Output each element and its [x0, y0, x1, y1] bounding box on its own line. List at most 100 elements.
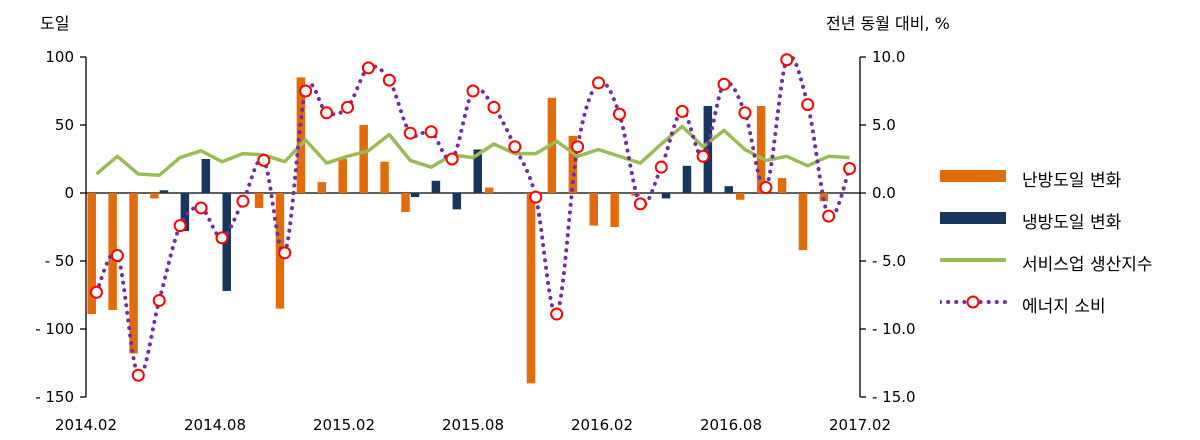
bar-heating — [254, 193, 264, 208]
legend-swatch-energy — [940, 295, 1008, 309]
legend-label-energy: 에너지 소비 — [1022, 297, 1106, 317]
left-axis-title: 도일 — [40, 14, 70, 33]
bar-heating — [359, 125, 368, 193]
right-tick-label: 5.0 — [872, 116, 896, 134]
legend-swatch-cooling — [940, 212, 1006, 224]
energy-point — [843, 162, 857, 176]
x-axis: 2014.02 2014.08 2015.02 2015.08 2016.02 2016.… — [55, 192, 891, 434]
energy-point — [654, 160, 668, 174]
energy-point — [801, 98, 815, 112]
energy-point — [696, 149, 710, 163]
energy-point — [194, 201, 208, 215]
bar-heating — [150, 193, 159, 199]
right-tick-label: - 10.0 — [872, 320, 916, 338]
bar-cooling — [410, 193, 420, 198]
bar-heating — [317, 182, 327, 193]
energy-point — [89, 285, 103, 299]
lines-layer — [89, 53, 857, 382]
right-tick-label: 0.0 — [872, 184, 896, 202]
energy-point — [759, 181, 773, 195]
bar-cooling — [159, 190, 169, 193]
bar-heating — [756, 105, 766, 193]
energy-point — [152, 293, 166, 307]
energy-point — [110, 249, 124, 263]
energy-point — [675, 104, 689, 118]
energy-point — [445, 152, 459, 166]
bar-heating — [568, 135, 578, 193]
right-axis-title: 전년 동월 대비, % — [826, 14, 950, 33]
bars-layer — [87, 77, 829, 384]
x-tick-label: 2015.02 — [313, 416, 375, 434]
bar-heating — [87, 193, 96, 315]
bar-heating — [129, 193, 138, 354]
energy-point — [173, 219, 187, 233]
legend-label-services: 서비스업 생산지수 — [1022, 255, 1153, 275]
energy-point — [403, 126, 417, 140]
bar-cooling — [682, 165, 692, 193]
right-tick-label: 10.0 — [872, 48, 905, 66]
left-tick-label: - 50 — [45, 252, 74, 270]
energy-point — [278, 246, 292, 260]
energy-point — [236, 194, 250, 208]
energy-point — [340, 100, 354, 114]
energy-line — [94, 54, 852, 378]
x-tick-label: 2016.08 — [700, 416, 762, 434]
bar-cooling — [473, 149, 482, 193]
bar-heating — [401, 193, 410, 213]
legend-swatch-heating — [940, 170, 1006, 182]
bar-heating — [484, 187, 494, 193]
energy-point — [131, 368, 145, 382]
energy-point — [508, 140, 522, 154]
energy-point — [466, 84, 480, 98]
bar-heating — [338, 159, 347, 193]
bar-heating — [589, 193, 599, 226]
energy-point — [717, 77, 731, 91]
x-tick-label: 2016.02 — [571, 416, 633, 434]
left-tick-label: 0 — [64, 184, 74, 202]
x-tick-label: 2015.08 — [442, 416, 504, 434]
right-tick-label: - 15.0 — [872, 388, 916, 406]
energy-point — [382, 73, 396, 87]
energy-point — [780, 53, 794, 67]
left-tick-label: - 150 — [35, 388, 74, 406]
energy-point — [424, 125, 438, 139]
left-tick-label: - 100 — [35, 320, 74, 338]
energy-point — [320, 106, 334, 120]
bar-heating — [735, 193, 745, 200]
right-axis: 10.0 5.0 0.0 - 5.0 - 10.0 - 15.0 — [859, 48, 916, 406]
left-tick-label: 50 — [55, 116, 74, 134]
right-tick-label: - 5.0 — [872, 252, 906, 270]
bar-heating — [631, 193, 640, 196]
bar-cooling — [724, 186, 734, 193]
x-tick-label: 2017.02 — [829, 416, 891, 434]
bar-heating — [610, 193, 619, 227]
x-tick-label: 2014.08 — [184, 416, 246, 434]
bar-cooling — [661, 193, 671, 199]
energy-point — [215, 231, 229, 245]
legend-swatch-services — [940, 258, 1006, 262]
energy-point — [822, 209, 836, 223]
bar-cooling — [452, 193, 462, 210]
energy-point — [257, 153, 271, 167]
bar-heating — [380, 161, 389, 193]
services-line — [95, 124, 850, 178]
energy-point — [487, 100, 501, 114]
energy-point — [592, 76, 606, 90]
bar-heating — [777, 178, 787, 193]
energy-point — [529, 190, 543, 204]
bar-heating — [798, 193, 808, 251]
bar-heating — [819, 193, 829, 202]
bar-cooling — [431, 180, 441, 193]
energy-point — [299, 84, 313, 98]
energy-point — [612, 107, 626, 121]
bar-cooling — [201, 159, 211, 193]
energy-point — [633, 197, 647, 211]
left-tick-label: 100 — [45, 48, 74, 66]
legend-label-cooling: 냉방도일 변화 — [1022, 213, 1122, 233]
legend-label-heating: 난방도일 변화 — [1022, 171, 1122, 191]
left-axis: 100 50 0 - 50 - 100 - 150 — [35, 48, 87, 406]
energy-point — [550, 307, 564, 321]
bar-heating — [296, 77, 306, 193]
bar-heating — [526, 193, 536, 384]
